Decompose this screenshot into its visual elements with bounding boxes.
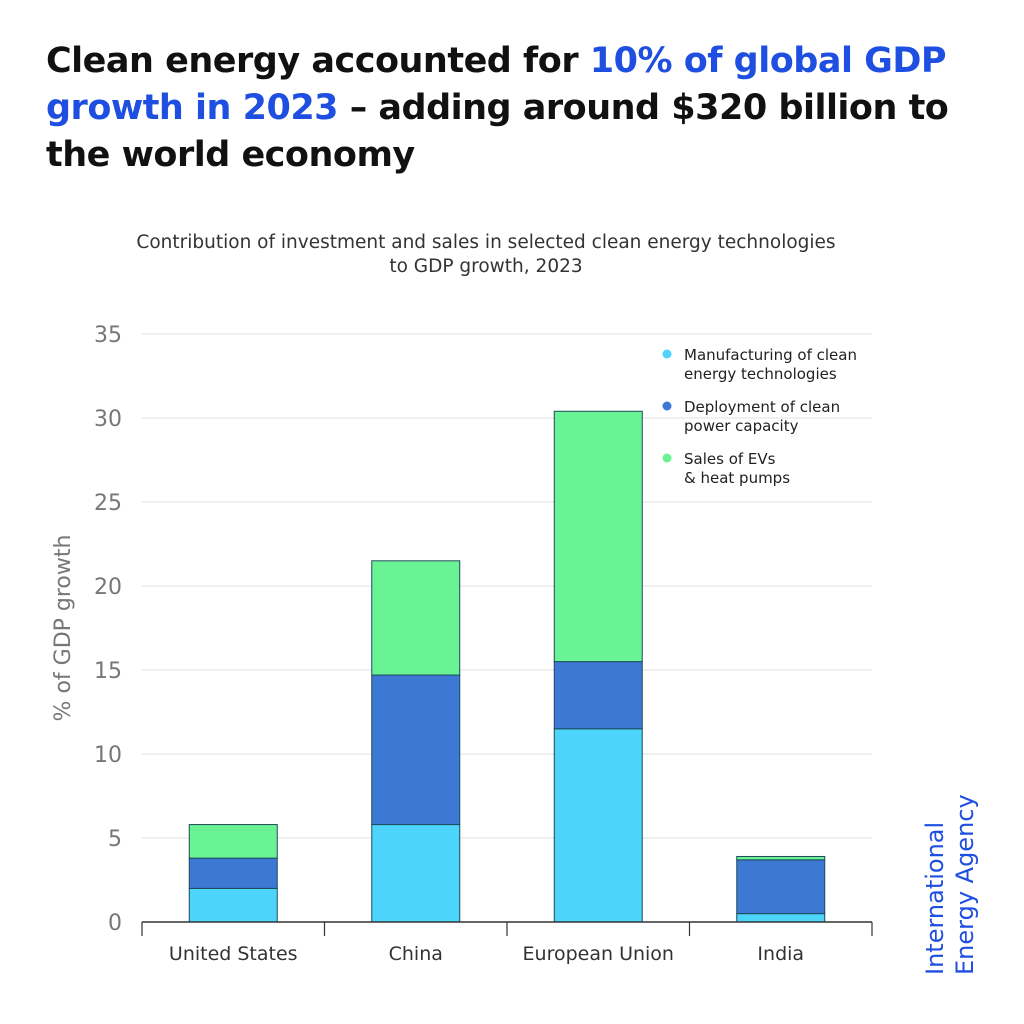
logo-line-2: Energy Agency (951, 794, 979, 975)
bar-segment (188, 824, 278, 859)
bar-segment (188, 857, 278, 889)
y-tick-label: 30 (94, 407, 122, 432)
legend-marker (662, 453, 672, 463)
subtitle-line-2: to GDP growth, 2023 (389, 256, 583, 277)
y-tick-label: 35 (94, 323, 122, 348)
bar-segment (736, 859, 826, 915)
y-tick-label: 25 (94, 491, 122, 516)
legend-label: Manufacturing of clean (684, 346, 857, 364)
legend-label: & heat pumps (684, 469, 790, 487)
bar-segment (736, 855, 826, 861)
legend-marker (662, 401, 672, 411)
bar-segment (553, 728, 643, 923)
legend-label: Deployment of clean (684, 398, 840, 416)
iea-logo: International Energy Agency (920, 794, 980, 975)
legend-marker (662, 349, 672, 359)
y-tick-label: 15 (94, 659, 122, 684)
y-tick-label: 10 (94, 743, 122, 768)
headline-text: Clean energy accounted for (46, 41, 590, 81)
logo-line-1: International (921, 821, 949, 975)
bar-segment (188, 887, 278, 923)
x-tick-label: United States (169, 943, 298, 965)
headline: Clean energy accounted for 10% of global… (46, 38, 1006, 179)
bar-segment (553, 410, 643, 663)
subtitle-line-1: Contribution of investment and sales in … (136, 232, 836, 253)
headline-highlight: 10% of global GDP growth in 2023 (46, 41, 947, 128)
y-tick-label: 0 (108, 911, 122, 936)
x-tick-label: European Union (523, 943, 674, 965)
x-tick-label: India (757, 943, 804, 965)
y-tick-label: 5 (108, 827, 122, 852)
legend-label: energy technologies (684, 365, 837, 383)
bar-segment (371, 560, 461, 676)
x-tick-label: China (389, 943, 443, 965)
headline-text-end: – adding around $320 billion to the worl… (46, 88, 949, 175)
y-tick-label: 20 (94, 575, 122, 600)
y-axis-label: % of GDP growth (51, 535, 76, 722)
bar-segment (553, 661, 643, 730)
bar-segment (736, 913, 826, 923)
bar-segment (371, 824, 461, 923)
chart-subtitle: Contribution of investment and sales in … (0, 231, 972, 279)
legend-label: Sales of EVs (684, 450, 776, 468)
legend-label: power capacity (684, 417, 799, 435)
bar-segment (371, 674, 461, 826)
